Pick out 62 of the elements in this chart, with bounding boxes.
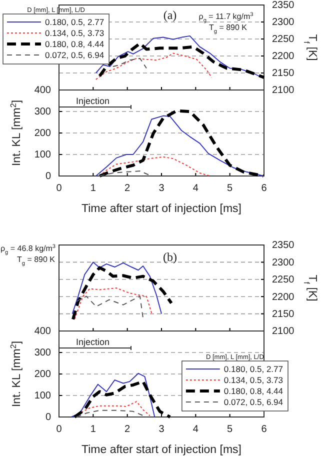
x-tick-label: 0	[56, 424, 62, 436]
line-series	[72, 262, 162, 314]
x-tick-label: 2	[124, 424, 131, 436]
x-tick-label: 4	[192, 183, 199, 194]
annotation: (a)	[163, 8, 177, 22]
y-tick-label: 400	[34, 85, 52, 96]
y-tick-label: 2350	[272, 0, 295, 12]
x-tick-label: 6	[261, 183, 268, 194]
x-tick-label: 4	[192, 424, 199, 436]
line-series	[72, 266, 173, 321]
x-tick-label: 1	[90, 424, 96, 436]
line-series	[112, 58, 147, 69]
y-tick-label: 300	[34, 348, 52, 359]
legend-label: 0.134, 0.5, 3.73	[224, 375, 284, 385]
legend-label: 0.180, 0.5, 2.77	[45, 17, 104, 27]
x-tick-label: 5	[227, 424, 234, 436]
legend-label: 0.180, 0.8, 4.44	[45, 39, 104, 49]
y-tick-label: 200	[34, 369, 52, 380]
line-series	[74, 288, 152, 320]
text: T$_{g}$ = 890 K	[16, 255, 56, 267]
text: ρ$_{g}$ = 46.8 kg/m$^{3}$	[0, 244, 56, 256]
x-tick-label: 5	[227, 183, 234, 194]
x-tick-label: 3	[158, 424, 165, 436]
legend-label: 0.072, 0.5, 6.94	[45, 50, 104, 60]
legend-label: 0.180, 0.5, 2.77	[224, 364, 284, 374]
legend-label: 0.134, 0.5, 3.73	[45, 28, 104, 38]
y-tick-label: 2100	[272, 326, 295, 338]
y-tick-label: 2300	[272, 257, 295, 268]
legend-label: 0.072, 0.5, 6.94	[224, 397, 284, 407]
y-tick-label: 100	[34, 150, 52, 161]
annotation: ρ$_{g}$ = 11.7 kg/m$^{3}$	[198, 12, 254, 24]
y-tick-label: 0	[45, 412, 52, 424]
annotation: T$_{g}$ = 890 K	[208, 23, 248, 35]
x-axis-title: Time after start of injection [ms]	[82, 444, 242, 456]
y-tick-label: 300	[34, 106, 52, 118]
x-tick-label: 2	[124, 183, 131, 194]
y-tick-label: 2100	[272, 85, 295, 96]
line-series	[76, 410, 147, 418]
y-tick-label: 2150	[272, 68, 295, 80]
x-tick-label: 3	[158, 183, 165, 194]
line-series	[76, 296, 144, 319]
x-axis-title: Time after start of injection [ms]	[82, 203, 242, 215]
x-tick-label: 0	[56, 183, 62, 194]
y-tick-label: 2300	[272, 17, 295, 28]
y-tick-label: 2250	[272, 34, 295, 46]
x-tick-label: 1	[90, 183, 96, 194]
legend-label: 0.180, 0.8, 4.44	[224, 386, 284, 396]
line-series	[70, 372, 156, 418]
y-tick-label: 0	[45, 171, 52, 182]
y-tick-label: 100	[34, 390, 52, 402]
y-tick-label: 400	[34, 326, 52, 338]
y-tick-label: 2250	[272, 274, 295, 286]
annotation: (b)	[163, 250, 177, 264]
y-tick-label: 2350	[272, 240, 295, 252]
y-tick-label: 2150	[272, 309, 295, 320]
y-tick-label: 200	[34, 128, 52, 140]
annotation: Injection	[76, 96, 110, 106]
line-series	[73, 380, 172, 418]
x-tick-label: 6	[261, 424, 268, 436]
annotation: Injection	[76, 337, 110, 347]
y-tick-label: 2200	[272, 51, 295, 62]
y-tick-label: 2200	[272, 292, 295, 303]
